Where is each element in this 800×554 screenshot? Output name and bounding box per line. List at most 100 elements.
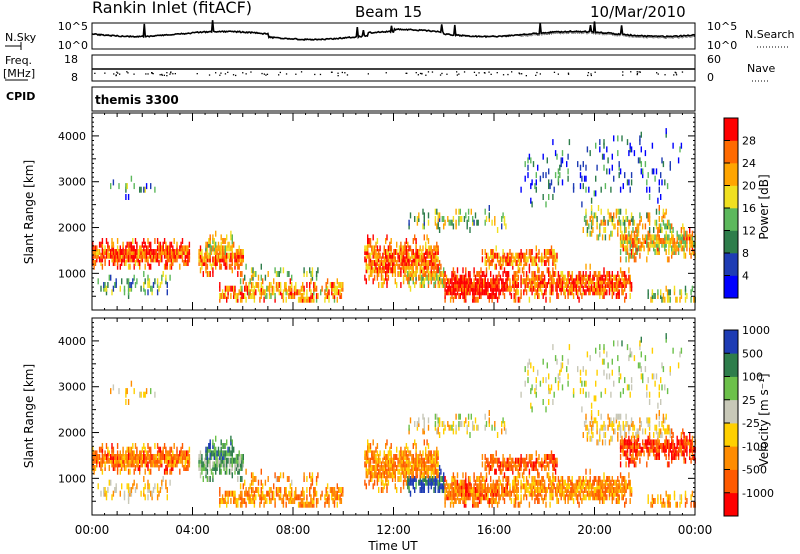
heatmap-cell — [452, 296, 455, 303]
heatmap-cell — [628, 150, 630, 157]
heatmap-cell — [176, 241, 178, 248]
heatmap-cell — [260, 285, 262, 292]
heatmap-cell — [137, 252, 139, 259]
heatmap-cell — [199, 260, 202, 266]
heatmap-cell — [100, 252, 102, 259]
heatmap-cell — [239, 285, 242, 292]
heatmap-cell — [571, 483, 573, 490]
heatmap-cell — [404, 476, 406, 482]
heatmap-cell — [238, 468, 240, 475]
heatmap-cell — [101, 443, 104, 449]
heatmap-cell — [162, 476, 164, 482]
heatmap-cell — [438, 227, 441, 233]
heatmap-cell — [393, 252, 395, 259]
heatmap-cell — [434, 208, 437, 215]
heatmap-cell — [561, 362, 564, 369]
heatmap-cell — [552, 454, 554, 460]
heatmap-cell — [213, 260, 215, 266]
heatmap-cell — [628, 179, 630, 186]
heatmap-cell — [683, 227, 685, 233]
heatmap-cell — [110, 388, 112, 395]
heatmap-cell — [549, 271, 551, 277]
heatmap-cell — [613, 289, 615, 296]
heatmap-cell — [129, 454, 131, 460]
heatmap-cell — [126, 278, 128, 285]
heatmap-cell — [144, 457, 146, 464]
heatmap-cell — [664, 241, 666, 248]
heatmap-cell — [550, 252, 553, 259]
heatmap-cell — [438, 479, 441, 486]
heatmap-cell — [390, 238, 392, 244]
heatmap-cell — [441, 282, 443, 288]
heatmap-cell — [407, 454, 409, 460]
heatmap-cell — [538, 454, 540, 460]
heatmap-cell — [603, 142, 605, 149]
heatmap-cell — [524, 278, 526, 285]
heatmap-cell — [647, 234, 649, 241]
heatmap-cell — [552, 282, 554, 288]
heatmap-cell — [386, 234, 388, 241]
nave-dot — [590, 74, 592, 77]
heatmap-cell — [491, 483, 493, 490]
nave-dot — [245, 73, 247, 75]
heatmap-cell — [630, 241, 633, 248]
heatmap-cell — [463, 490, 466, 497]
nave-dot — [638, 71, 640, 73]
heatmap-cell — [173, 238, 175, 244]
heatmap-cell — [136, 245, 138, 252]
heatmap-cell — [328, 289, 330, 296]
heatmap-cell — [96, 457, 98, 464]
heatmap-cell — [267, 476, 269, 482]
heatmap-cell — [418, 274, 420, 281]
heatmap-cell — [112, 256, 115, 263]
heatmap-cell — [480, 289, 482, 296]
heatmap-cell — [463, 494, 466, 501]
heatmap-cell — [378, 252, 380, 259]
heatmap-cell — [585, 282, 587, 288]
heatmap-cell — [284, 487, 286, 493]
heatmap-cell — [416, 219, 419, 226]
heatmap-cell — [136, 446, 138, 453]
heatmap-cell — [296, 494, 298, 501]
heatmap-cell — [524, 461, 526, 468]
heatmap-cell — [282, 472, 285, 479]
heatmap-cell — [472, 490, 474, 497]
nave-dot — [431, 71, 434, 73]
nave-dot — [172, 73, 174, 75]
heatmap-cell — [140, 391, 142, 398]
heatmap-cell — [302, 501, 304, 508]
heatmap-cell — [548, 271, 550, 277]
heatmap-cell — [467, 413, 470, 420]
heatmap-cell — [509, 278, 511, 285]
heatmap-cell — [478, 293, 481, 299]
heatmap-cell — [252, 487, 254, 493]
heatmap-cell — [691, 285, 694, 292]
heatmap-cell — [537, 468, 539, 475]
heatmap-cell — [309, 285, 311, 292]
heatmap-cell — [405, 249, 408, 255]
heatmap-cell — [531, 406, 533, 413]
heatmap-cell — [624, 234, 626, 241]
nave-dot — [456, 74, 458, 76]
heatmap-cell — [425, 241, 427, 248]
heatmap-cell — [639, 157, 641, 164]
heatmap-cell — [221, 293, 224, 299]
heatmap-cell — [487, 293, 489, 299]
heatmap-cell — [233, 494, 235, 501]
heatmap-cell — [231, 446, 233, 453]
heatmap-cell — [220, 498, 222, 504]
heatmap-cell — [241, 256, 243, 263]
heatmap-cell — [181, 249, 184, 255]
heatmap-cell — [429, 476, 431, 482]
heatmap-cell — [144, 391, 146, 398]
heatmap-cell — [595, 190, 597, 197]
heatmap-cell — [601, 289, 604, 296]
heatmap-cell — [379, 260, 381, 266]
nave-dot — [127, 72, 129, 74]
heatmap-cell — [660, 293, 662, 299]
heatmap-cell — [487, 490, 489, 497]
heatmap-cell — [478, 490, 481, 497]
heatmap-cell — [517, 472, 519, 479]
heatmap-cell — [438, 483, 441, 490]
heatmap-cell — [443, 271, 445, 277]
